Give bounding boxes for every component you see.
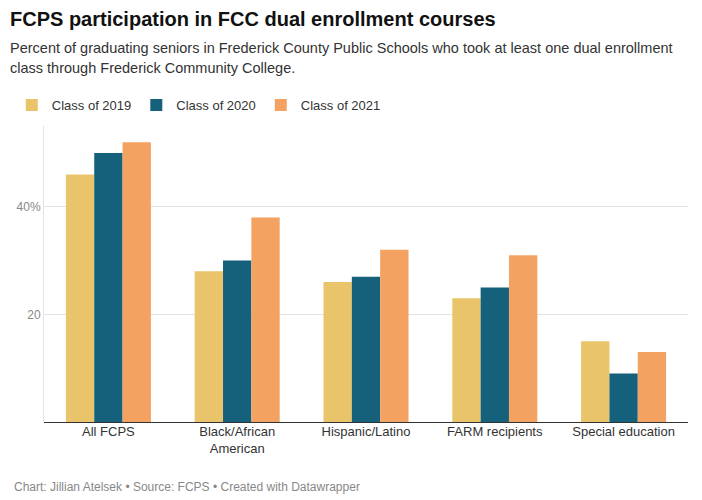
html-text:Percent of graduating seniors: Percent of graduating seniors in Frederi… xyxy=(10,40,673,76)
svg-text:All FCPS: All FCPS xyxy=(82,424,135,439)
svg-text:Class of 2019: Class of 2019 xyxy=(52,98,132,113)
svg-text:Class of 2021: Class of 2021 xyxy=(301,98,381,113)
svg-text:20: 20 xyxy=(27,308,41,322)
html-text:FCPS participation in FCC dual: FCPS participation in FCC dual enrollmen… xyxy=(10,8,496,30)
svg-text:40%: 40% xyxy=(17,200,41,214)
svg-text:Chart: Jillian Atelsek • Sourc: Chart: Jillian Atelsek • Source: FCPS • … xyxy=(14,480,360,494)
svg-text:Special education: Special education xyxy=(572,424,675,439)
svg-text:Class of 2020: Class of 2020 xyxy=(176,98,256,113)
svg-text:FARM recipients: FARM recipients xyxy=(447,424,543,439)
svg-text:Black/AfricanAmerican: Black/AfricanAmerican xyxy=(199,424,275,456)
svg-text:Hispanic/Latino: Hispanic/Latino xyxy=(322,424,411,439)
